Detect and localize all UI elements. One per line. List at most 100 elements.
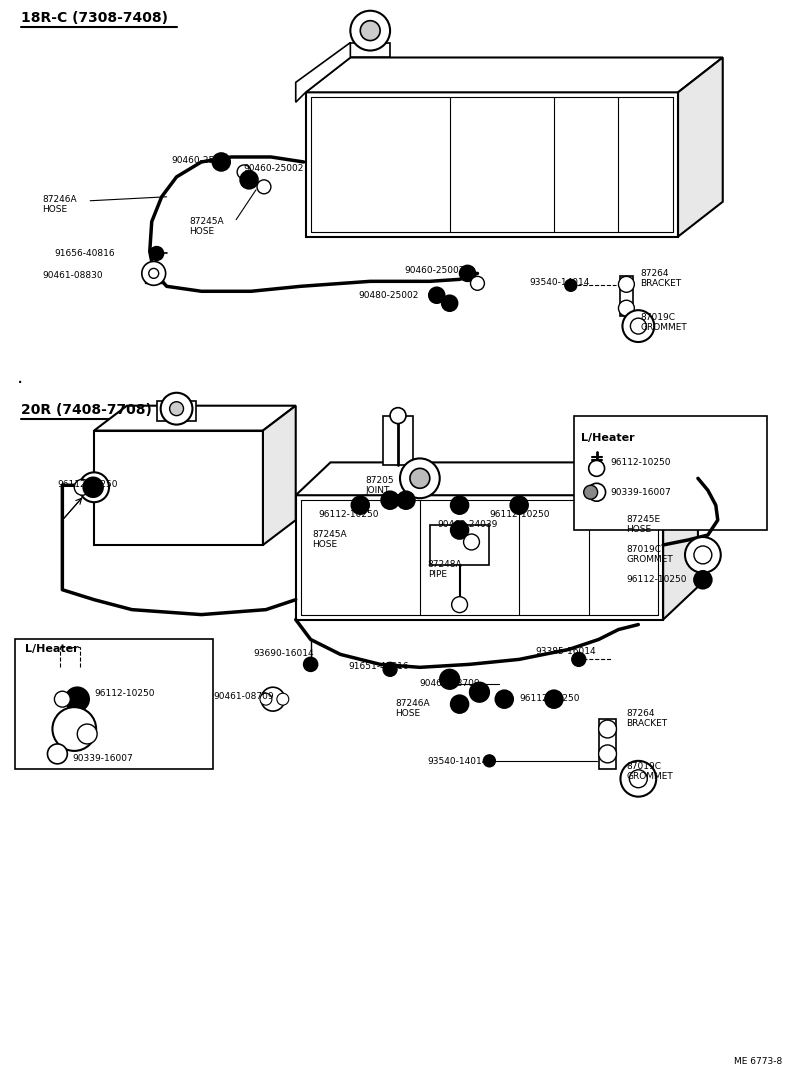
Circle shape <box>470 276 485 290</box>
Circle shape <box>694 545 712 564</box>
Polygon shape <box>621 276 634 316</box>
Circle shape <box>459 265 475 281</box>
Circle shape <box>260 693 272 705</box>
Circle shape <box>78 724 97 744</box>
Circle shape <box>618 276 634 292</box>
Text: 96112-10250: 96112-10250 <box>58 481 118 489</box>
Text: 90480-25002: 90480-25002 <box>358 291 418 301</box>
Text: 90461-08830: 90461-08830 <box>42 272 103 280</box>
Text: JOINT: JOINT <box>366 486 390 495</box>
Bar <box>157 401 197 420</box>
Text: 90460-24039: 90460-24039 <box>438 520 498 529</box>
Circle shape <box>47 744 67 764</box>
Circle shape <box>261 688 285 711</box>
Circle shape <box>240 171 258 189</box>
Polygon shape <box>598 719 617 769</box>
Circle shape <box>54 691 70 707</box>
Circle shape <box>161 392 193 425</box>
Text: 96112-10250: 96112-10250 <box>610 458 671 467</box>
Circle shape <box>694 571 712 589</box>
Text: 87245E: 87245E <box>626 515 661 524</box>
Circle shape <box>622 310 654 342</box>
Text: 90461-08709: 90461-08709 <box>420 679 481 688</box>
Bar <box>574 416 767 530</box>
Circle shape <box>351 496 370 514</box>
Text: ME 6773-8: ME 6773-8 <box>734 1058 782 1066</box>
Text: HOSE: HOSE <box>42 205 68 213</box>
Circle shape <box>383 662 397 676</box>
Text: 20R (7408-7708): 20R (7408-7708) <box>21 403 151 416</box>
Text: 96112-10250: 96112-10250 <box>490 510 550 520</box>
Circle shape <box>572 652 586 666</box>
Circle shape <box>463 534 479 550</box>
Text: 93540-14014: 93540-14014 <box>428 757 488 765</box>
Text: 87205: 87205 <box>366 476 394 485</box>
Text: 87019C: 87019C <box>640 314 675 322</box>
Polygon shape <box>306 93 678 236</box>
Text: GROMMET: GROMMET <box>626 772 673 780</box>
Circle shape <box>545 690 563 708</box>
Circle shape <box>584 485 598 499</box>
Circle shape <box>510 496 528 514</box>
Circle shape <box>149 268 158 278</box>
Text: BRACKET: BRACKET <box>626 719 667 728</box>
Circle shape <box>450 521 469 539</box>
Circle shape <box>212 153 230 171</box>
Text: 87245A: 87245A <box>313 530 347 539</box>
Text: BRACKET: BRACKET <box>640 279 682 288</box>
Text: HOSE: HOSE <box>190 226 214 236</box>
Circle shape <box>630 770 647 788</box>
Circle shape <box>618 301 634 316</box>
Text: 93385-16014: 93385-16014 <box>535 648 596 657</box>
Text: 87264: 87264 <box>626 709 655 718</box>
Circle shape <box>79 472 109 502</box>
Circle shape <box>410 468 430 488</box>
Circle shape <box>142 262 166 286</box>
Circle shape <box>74 480 90 495</box>
Text: 90460-25002: 90460-25002 <box>171 156 232 165</box>
Circle shape <box>150 247 164 261</box>
Circle shape <box>257 180 271 194</box>
Text: 96112-10250: 96112-10250 <box>519 694 580 703</box>
Bar <box>14 639 214 769</box>
Text: 87264: 87264 <box>640 270 669 278</box>
Circle shape <box>66 688 89 711</box>
Text: HOSE: HOSE <box>395 709 420 718</box>
Circle shape <box>565 279 577 291</box>
Circle shape <box>429 288 445 303</box>
Text: 87245A: 87245A <box>190 217 224 225</box>
Circle shape <box>400 458 440 498</box>
Circle shape <box>621 761 656 797</box>
Circle shape <box>598 720 617 738</box>
Text: PIPE: PIPE <box>428 570 447 579</box>
Polygon shape <box>678 57 722 236</box>
Text: 87246A: 87246A <box>42 195 77 204</box>
Text: 87019C: 87019C <box>626 545 662 554</box>
Circle shape <box>442 295 458 312</box>
Text: 93540-14014: 93540-14014 <box>529 278 590 288</box>
Text: 90460-25002: 90460-25002 <box>404 266 464 275</box>
Circle shape <box>470 682 490 702</box>
Polygon shape <box>296 42 350 102</box>
Circle shape <box>588 483 606 501</box>
Text: 91656-40816: 91656-40816 <box>54 249 115 259</box>
Circle shape <box>589 460 605 476</box>
Bar <box>145 268 162 284</box>
Circle shape <box>170 402 183 416</box>
Text: L/Heater: L/Heater <box>581 432 634 443</box>
Text: 96112-10250: 96112-10250 <box>626 575 687 584</box>
Text: 96112-10250: 96112-10250 <box>94 689 154 697</box>
Text: 91651-40816: 91651-40816 <box>348 662 409 672</box>
Text: 90461-08709: 90461-08709 <box>214 692 274 701</box>
Polygon shape <box>350 42 390 57</box>
Text: 87248A: 87248A <box>428 559 462 569</box>
Circle shape <box>685 537 721 572</box>
Text: 90339-16007: 90339-16007 <box>72 755 133 763</box>
Polygon shape <box>94 430 263 545</box>
Circle shape <box>450 695 469 714</box>
Circle shape <box>53 707 96 751</box>
Text: 90339-16007: 90339-16007 <box>610 487 671 497</box>
Text: HOSE: HOSE <box>626 525 651 534</box>
Circle shape <box>450 496 469 514</box>
Circle shape <box>483 755 495 766</box>
